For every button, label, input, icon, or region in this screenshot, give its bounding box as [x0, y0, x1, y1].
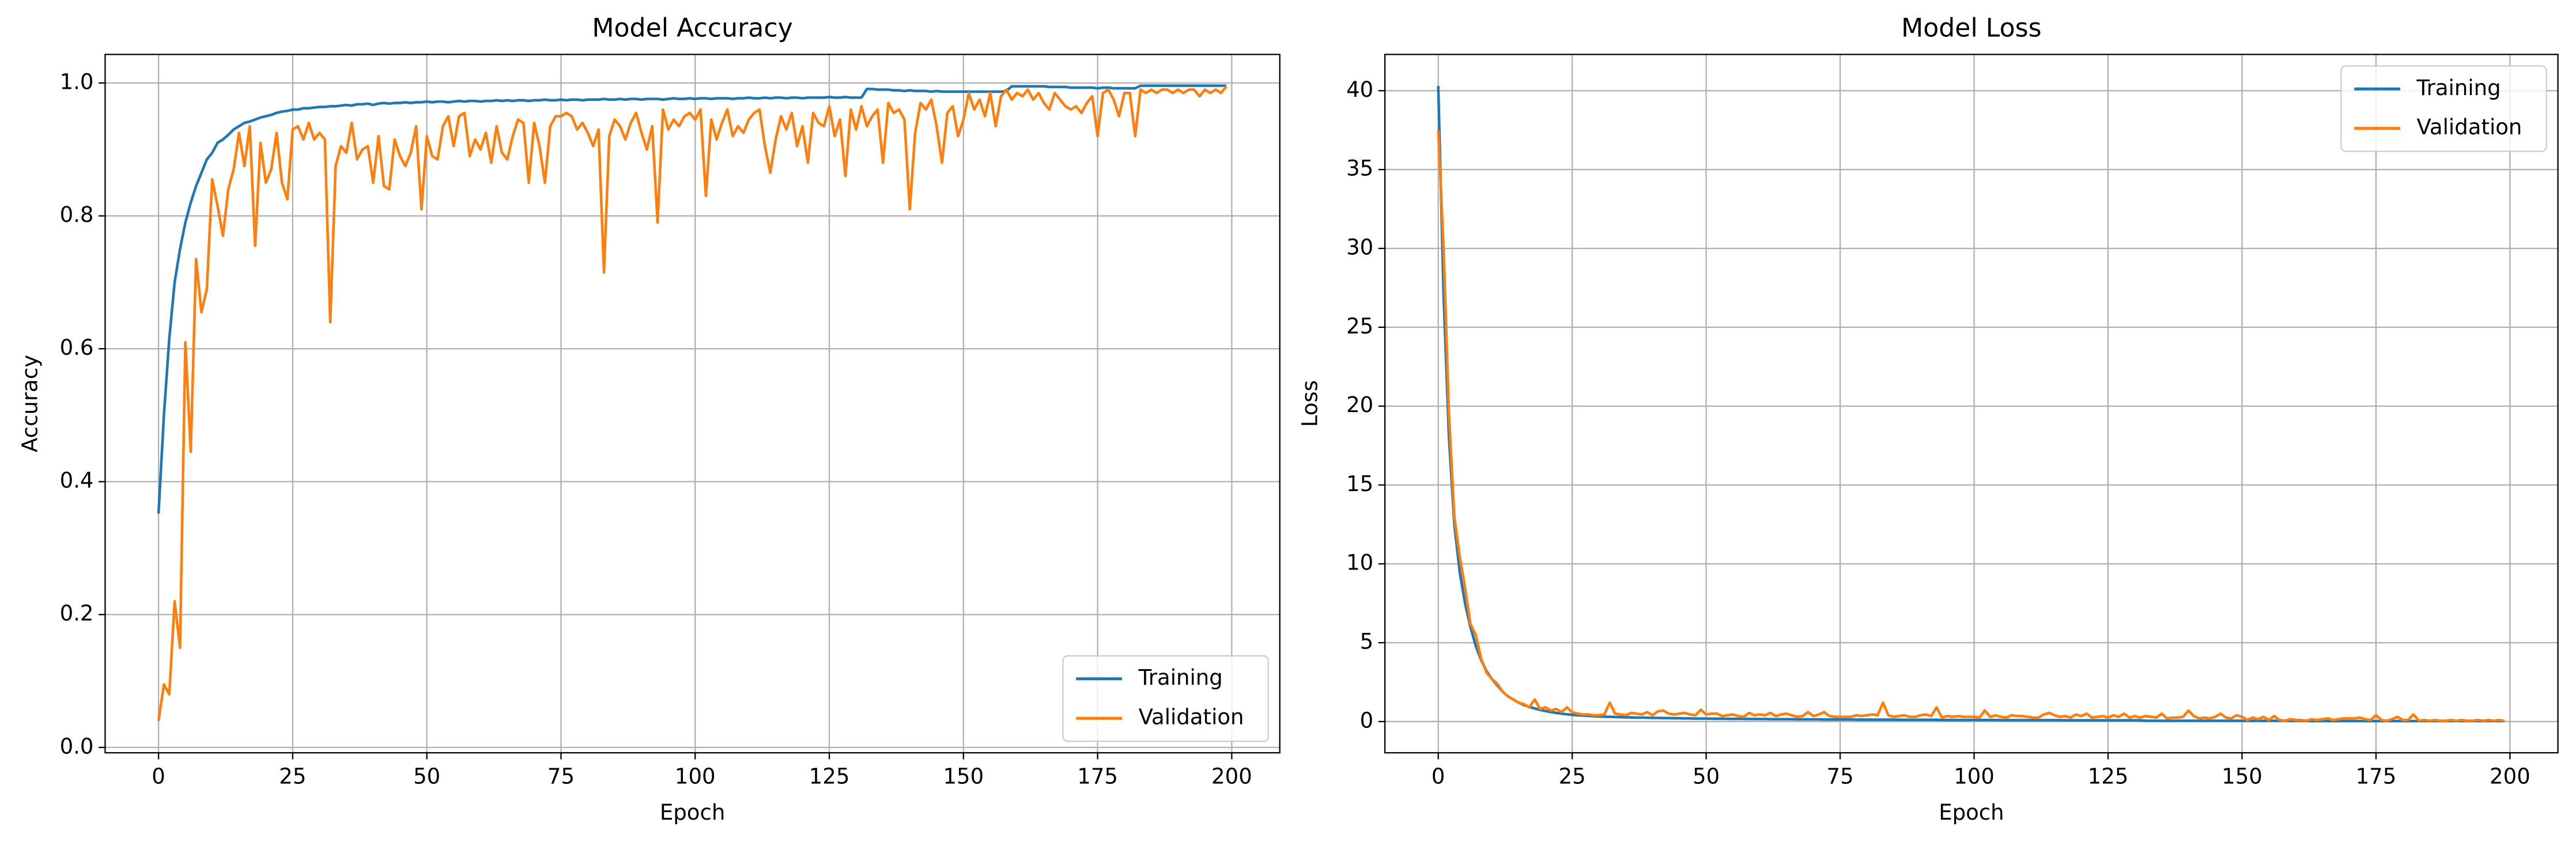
x-tick-label: 0 — [152, 764, 165, 789]
y-tick-label: 0.0 — [60, 734, 94, 759]
x-tick-label: 75 — [1827, 764, 1854, 789]
data-line — [157, 84, 1227, 514]
plot-frame — [104, 54, 1281, 754]
x-tick-label: 175 — [1077, 764, 1118, 789]
x-tick-label: 125 — [2088, 764, 2129, 789]
y-tick-label: 15 — [1346, 471, 1373, 496]
legend-label: Validation — [1139, 705, 1244, 730]
data-line — [157, 85, 1227, 722]
x-axis-label: Epoch — [1939, 800, 2004, 825]
x-axis-label: Epoch — [660, 800, 725, 825]
y-tick-label: 35 — [1346, 156, 1373, 181]
y-axis-label: Loss — [1297, 380, 1322, 427]
x-tick-label: 200 — [2490, 764, 2530, 789]
x-tick-label: 50 — [413, 764, 440, 789]
x-tick-label: 75 — [547, 764, 575, 789]
x-tick-label: 100 — [1954, 764, 1995, 789]
x-tick-label: 0 — [1431, 764, 1445, 789]
x-tick-label: 125 — [809, 764, 850, 789]
plot-frame — [1384, 54, 2559, 754]
legend-label: Validation — [2416, 115, 2522, 139]
legend-label: Training — [1138, 665, 1223, 690]
y-tick-label: 10 — [1346, 550, 1373, 575]
chart-title: Model Loss — [1901, 14, 2042, 43]
y-tick-label: 25 — [1346, 314, 1373, 338]
legend-box — [2340, 65, 2547, 152]
x-tick-label: 150 — [2222, 764, 2263, 789]
y-tick-label: 30 — [1346, 235, 1373, 259]
x-tick-label: 100 — [675, 764, 716, 789]
y-tick-label: 0.2 — [60, 601, 94, 626]
y-tick-label: 40 — [1346, 77, 1373, 102]
x-tick-label: 25 — [1559, 764, 1586, 789]
legend-box — [1062, 655, 1269, 742]
x-tick-label: 150 — [943, 764, 984, 789]
legend-label: Training — [2416, 76, 2501, 100]
y-tick-label: 5 — [1360, 629, 1374, 654]
y-axis-label: Accuracy — [18, 355, 43, 452]
x-tick-label: 200 — [1211, 764, 1252, 789]
x-tick-label: 50 — [1693, 764, 1720, 789]
chart-title: Model Accuracy — [592, 14, 792, 43]
y-tick-label: 20 — [1346, 393, 1373, 417]
y-tick-label: 0 — [1360, 708, 1374, 733]
x-tick-label: 175 — [2356, 764, 2397, 789]
data-line — [1437, 86, 2505, 723]
y-tick-label: 1.0 — [60, 69, 94, 94]
data-line — [1437, 130, 2505, 723]
y-tick-label: 0.4 — [60, 468, 94, 493]
y-tick-label: 0.6 — [60, 335, 94, 360]
y-tick-label: 0.8 — [60, 202, 94, 227]
x-tick-label: 25 — [279, 764, 306, 789]
